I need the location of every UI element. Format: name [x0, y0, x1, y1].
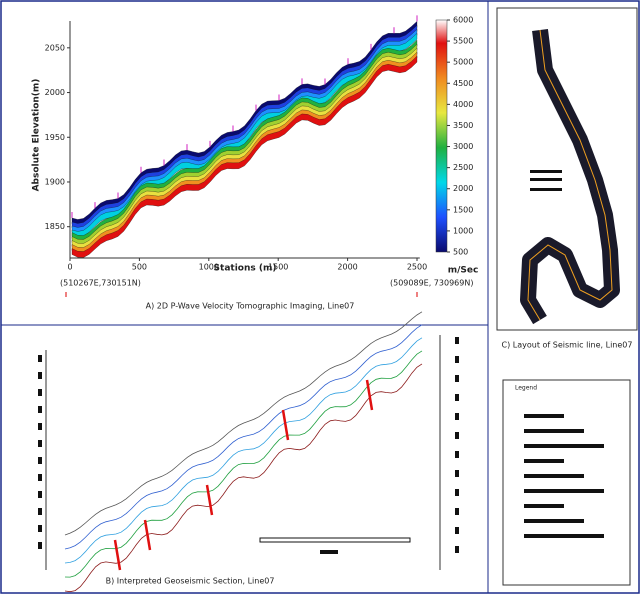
colorbar [435, 19, 448, 253]
colorbar-tick-label: 1000 [453, 226, 473, 235]
colorbar-tick-label: 2000 [453, 184, 473, 193]
annotation: (510267E,730151N) [60, 279, 141, 288]
pole [38, 491, 42, 498]
legend-swatch [530, 188, 562, 191]
colorbar-tick-label: 4500 [453, 79, 473, 88]
pole [455, 451, 459, 458]
velocity-band [71, 20, 418, 226]
horizon [64, 311, 423, 536]
fault [281, 409, 290, 441]
x-tick-label: 2000 [337, 263, 357, 272]
velocity-band [71, 55, 418, 258]
panel-title: C) Layout of Seismic line, Line07 [502, 341, 633, 350]
x-tick-label: 1500 [268, 263, 288, 272]
legend-item [524, 429, 584, 433]
legend-swatch [530, 178, 562, 181]
legend-item [524, 459, 564, 463]
horizon [64, 324, 423, 550]
pole [455, 489, 459, 496]
annotation: (509089E, 730969N) [390, 279, 473, 288]
y-tick-label: 2000 [45, 88, 65, 97]
x-tick-label: 0 [67, 263, 72, 272]
colorbar-tick-label: 6000 [453, 16, 473, 25]
legend-swatch [530, 170, 562, 173]
y-tick-label: 1950 [45, 133, 65, 142]
y-tick-label: 1900 [45, 177, 65, 186]
colorbar-tick-label: 5000 [453, 58, 473, 67]
pole [455, 546, 459, 553]
y-tick-label: 2050 [45, 43, 65, 52]
pole [38, 474, 42, 481]
chart-title: A) 2D P-Wave Velocity Tomographic Imagin… [146, 302, 355, 311]
colorbar-label: m/Sec [448, 266, 479, 276]
horizon [64, 363, 423, 593]
legend-item [524, 474, 584, 478]
pole [38, 525, 42, 532]
colorbar-tick-label: 4000 [453, 100, 473, 109]
pole [455, 527, 459, 534]
pole [38, 372, 42, 379]
y-tick-label: 1850 [45, 222, 65, 231]
pole [38, 542, 42, 549]
x-tick-label: 500 [132, 263, 147, 272]
horizon [64, 350, 423, 578]
velocity-section [65, 15, 418, 297]
x-tick-label: 2500 [407, 263, 427, 272]
pole [455, 337, 459, 344]
route-line [527, 29, 613, 321]
legend-item [524, 489, 604, 493]
colorbar-tick-label: 1500 [453, 205, 473, 214]
pole [455, 432, 459, 439]
pole [38, 389, 42, 396]
scale-bar [320, 550, 338, 554]
panel-c-box [496, 7, 638, 331]
colorbar-tick-label: 2500 [453, 163, 473, 172]
pole [455, 508, 459, 515]
pole [455, 413, 459, 420]
pole [455, 394, 459, 401]
pole [38, 440, 42, 447]
layout-map [520, 29, 620, 538]
fault [113, 539, 122, 571]
legend-item [524, 519, 584, 523]
fault [143, 519, 152, 551]
geoseismic-section [38, 311, 459, 593]
y-axis-label: Absolute Elevation(m) [32, 79, 42, 192]
pole [455, 470, 459, 477]
pole [38, 508, 42, 515]
pole [38, 406, 42, 413]
colorbar-tick-label: 500 [453, 248, 468, 257]
horizon [64, 337, 423, 564]
colorbar-tick-label: 5500 [453, 37, 473, 46]
pole [38, 423, 42, 430]
legend-item [524, 444, 604, 448]
legend-item [524, 504, 564, 508]
legend-title: Legend [515, 385, 537, 392]
legend-item [524, 414, 564, 418]
colorbar-tick-label: 3500 [453, 121, 473, 130]
legend-box [502, 379, 631, 586]
scale-bar [259, 537, 411, 543]
legend-item [524, 534, 604, 538]
x-axis-label: Stations (m) [214, 264, 277, 274]
fault [365, 379, 374, 411]
route [520, 29, 620, 325]
colorbar-tick-label: 3000 [453, 142, 473, 151]
x-tick-label: 1000 [199, 263, 219, 272]
pole [38, 355, 42, 362]
fault [205, 484, 214, 516]
pole [455, 356, 459, 363]
panel-title: B) Interpreted Geoseismic Section, Line0… [106, 577, 275, 586]
pole [38, 457, 42, 464]
pole [455, 375, 459, 382]
